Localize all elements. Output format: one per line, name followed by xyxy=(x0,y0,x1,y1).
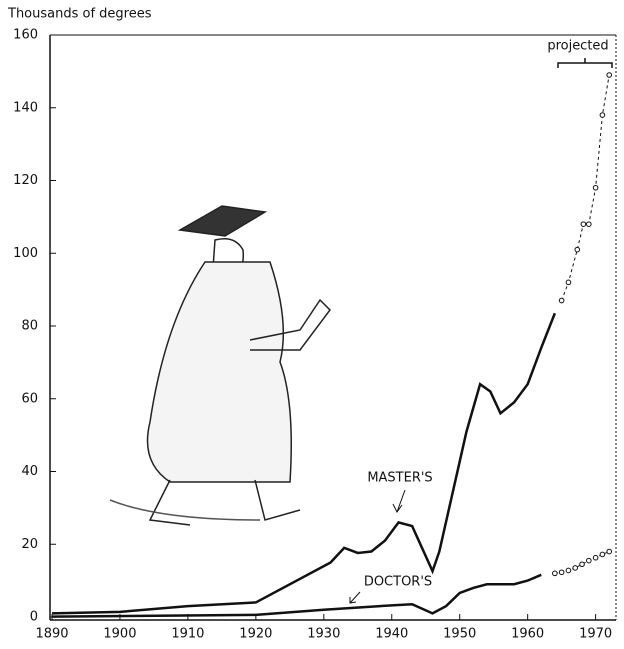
data-point xyxy=(592,554,599,561)
data-point xyxy=(586,221,592,227)
annotation: projected xyxy=(547,39,608,54)
y-tick-label: 100 xyxy=(13,246,38,261)
series-label: DOCTOR'S xyxy=(364,575,432,590)
y-tick-label: 40 xyxy=(21,464,38,479)
x-tick-label: 1940 xyxy=(375,627,408,642)
data-point xyxy=(579,561,585,568)
data-point xyxy=(606,72,613,78)
data-point xyxy=(558,297,565,304)
series-line xyxy=(51,312,557,615)
data-point xyxy=(572,565,579,571)
y-tick-label: 140 xyxy=(13,100,38,115)
x-tick-label: 1900 xyxy=(103,627,136,642)
data-point xyxy=(599,112,606,118)
label-arrow xyxy=(349,591,361,604)
data-point xyxy=(606,548,613,555)
y-tick-label: 60 xyxy=(21,391,38,406)
data-point xyxy=(592,184,599,191)
data-point xyxy=(586,557,592,564)
series-line xyxy=(51,573,542,618)
y-tick-label: 80 xyxy=(21,319,38,334)
data-point xyxy=(552,570,558,577)
data-point xyxy=(565,567,572,574)
x-tick-label: 1950 xyxy=(443,627,476,642)
series-label: MASTER'S xyxy=(367,471,432,486)
x-tick-label: 1910 xyxy=(171,627,204,642)
y-tick-label: 20 xyxy=(21,537,38,552)
data-point xyxy=(599,551,606,558)
graduate-illustration xyxy=(109,205,331,526)
annotation-bracket xyxy=(557,58,613,68)
y-tick-label: 160 xyxy=(13,28,38,43)
data-point xyxy=(558,569,565,576)
x-tick-label: 1970 xyxy=(579,627,612,642)
x-tick-label: 1920 xyxy=(239,627,272,642)
series-line xyxy=(561,74,610,301)
label-arrow xyxy=(392,489,406,513)
y-tick-label: 120 xyxy=(13,173,38,188)
data-point xyxy=(580,221,587,227)
data-point xyxy=(574,246,581,253)
x-tick-label: 1930 xyxy=(307,627,340,642)
data-point xyxy=(565,279,572,286)
x-tick-label: 1890 xyxy=(35,627,68,642)
y-axis-label: Thousands of degrees xyxy=(7,7,152,22)
y-tick-label: 0 xyxy=(30,610,38,625)
x-tick-label: 1960 xyxy=(511,627,544,642)
